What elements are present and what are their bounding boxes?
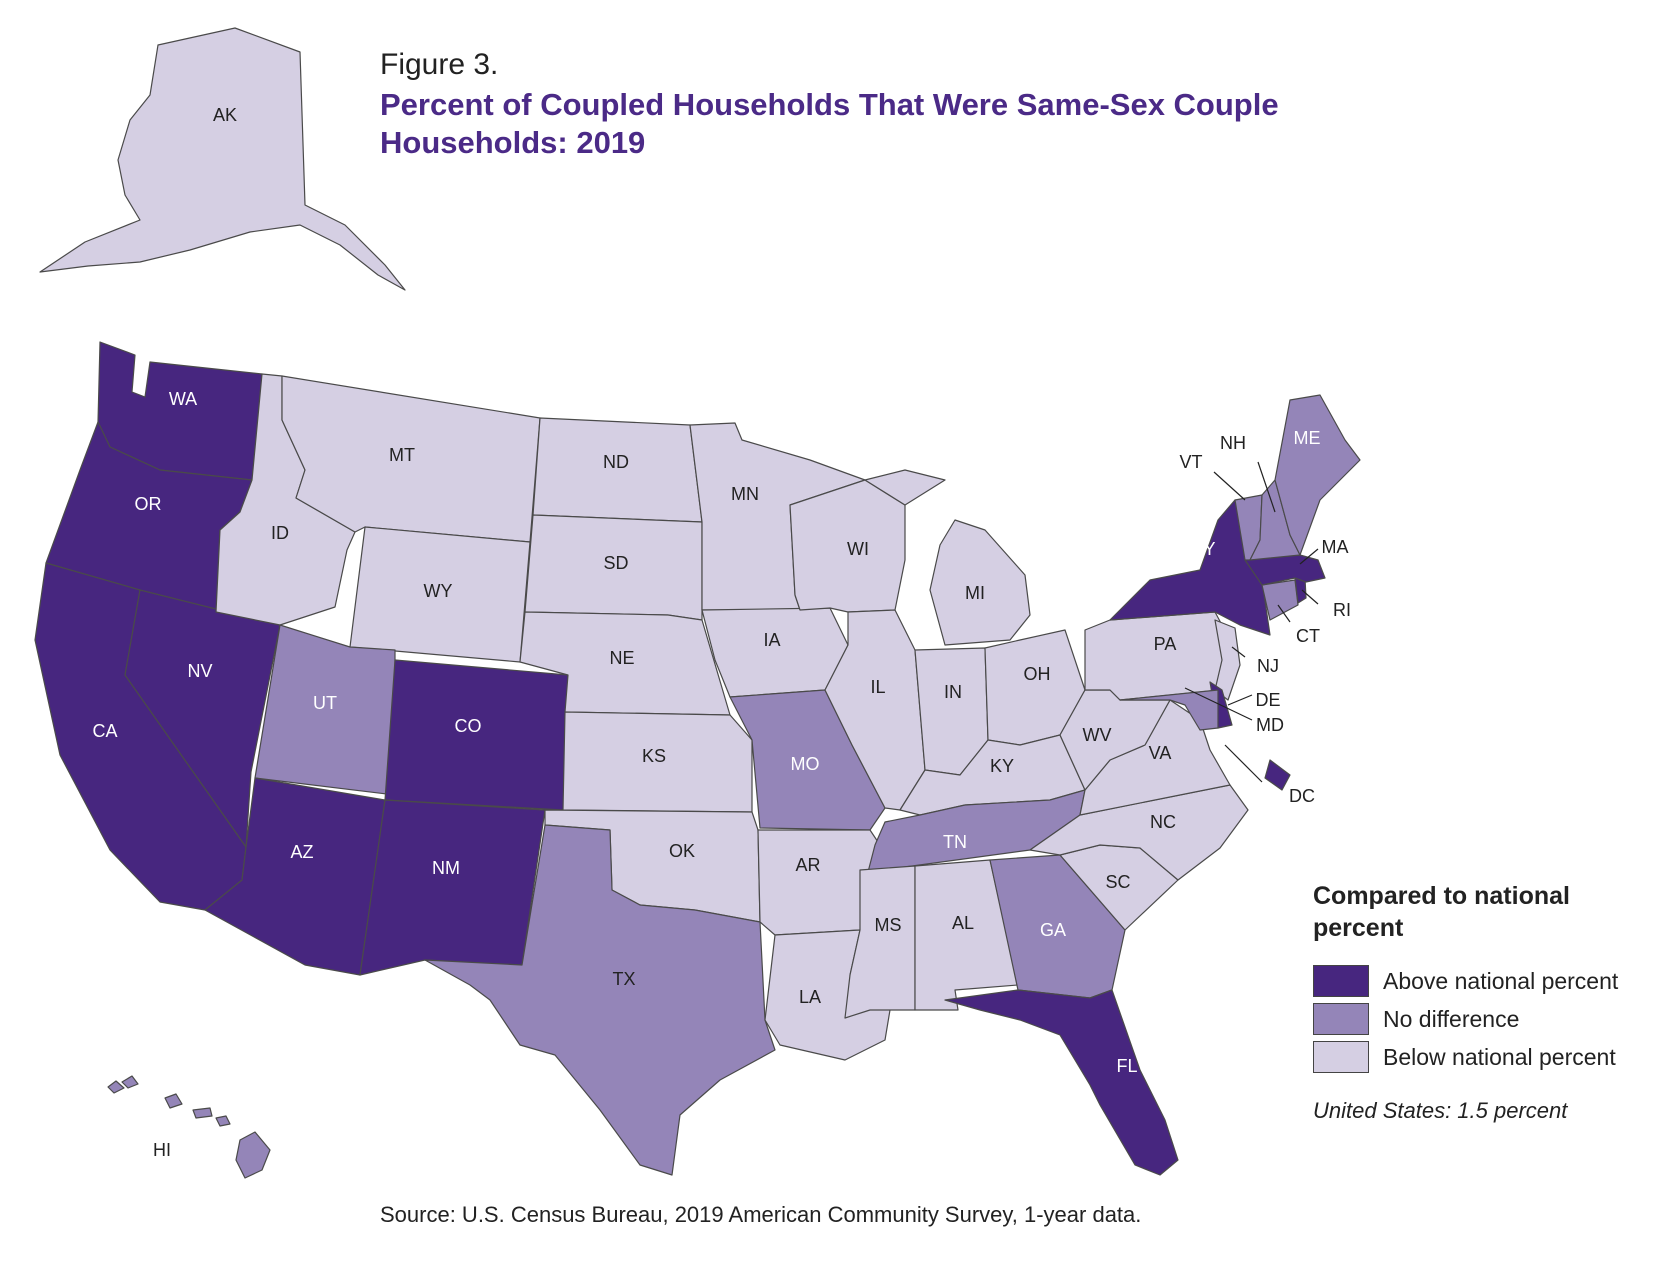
callout-label-VT: VT bbox=[1179, 452, 1202, 472]
state-label-MI: MI bbox=[965, 583, 985, 603]
state-label-CA: CA bbox=[92, 721, 117, 741]
legend-swatch-below bbox=[1313, 1041, 1369, 1073]
state-TX: TX bbox=[424, 824, 776, 1176]
callout-label-RI: RI bbox=[1333, 600, 1351, 620]
state-label-MT: MT bbox=[389, 445, 415, 465]
figure-title: Percent of Coupled Households That Were … bbox=[380, 87, 1279, 160]
callout-label-NH: NH bbox=[1220, 433, 1246, 453]
state-label-AK: AK bbox=[213, 105, 237, 125]
state-label-SD: SD bbox=[603, 553, 628, 573]
state-AK: AK bbox=[39, 27, 406, 291]
state-label-KY: KY bbox=[990, 756, 1014, 776]
state-FL: FL bbox=[944, 989, 1179, 1176]
state-ME: ME bbox=[1274, 394, 1361, 556]
state-label-TX: TX bbox=[612, 969, 635, 989]
state-AR: AR bbox=[757, 829, 881, 936]
state-label-MN: MN bbox=[731, 484, 759, 504]
legend-swatch-no-difference bbox=[1313, 1003, 1369, 1035]
state-label-OK: OK bbox=[669, 841, 695, 861]
state-ND: ND bbox=[532, 417, 703, 523]
state-WY: WY bbox=[349, 526, 531, 663]
state-HI: HI bbox=[107, 1075, 271, 1179]
legend-label-below: Below national percent bbox=[1383, 1043, 1616, 1070]
legend-label-no-difference: No difference bbox=[1383, 1005, 1520, 1032]
callout-label-MD: MD bbox=[1256, 715, 1284, 735]
state-label-GA: GA bbox=[1040, 920, 1066, 940]
state-label-HI: HI bbox=[153, 1140, 171, 1160]
state-label-WI: WI bbox=[847, 539, 869, 559]
choropleth-map: AK HI WA OR CA NV ID MT WY UT bbox=[34, 27, 1361, 1179]
state-label-MS: MS bbox=[875, 915, 902, 935]
legend-label-above: Above national percent bbox=[1383, 967, 1619, 994]
callout-label-DC: DC bbox=[1289, 786, 1315, 806]
state-OK: OK bbox=[544, 809, 761, 923]
state-CO: CO bbox=[384, 659, 569, 811]
state-label-MO: MO bbox=[791, 754, 820, 774]
northeast-callouts: VT NH MA RI CT NJ DE MD DC bbox=[1179, 433, 1351, 806]
state-MI: MI bbox=[864, 469, 1031, 646]
state-label-LA: LA bbox=[799, 987, 821, 1007]
state-IN: IN bbox=[914, 647, 989, 776]
state-label-NY: NY bbox=[1190, 539, 1215, 559]
state-label-ID: ID bbox=[271, 523, 289, 543]
state-label-ND: ND bbox=[603, 452, 629, 472]
map-legend: Compared to national percent Above natio… bbox=[1313, 880, 1653, 1124]
state-label-OR: OR bbox=[135, 494, 162, 514]
state-label-NV: NV bbox=[187, 661, 212, 681]
state-label-OH: OH bbox=[1024, 664, 1051, 684]
state-IA: IA bbox=[701, 607, 849, 698]
state-label-WA: WA bbox=[169, 389, 197, 409]
state-label-NE: NE bbox=[609, 648, 634, 668]
callout-label-CT: CT bbox=[1296, 626, 1320, 646]
state-MD bbox=[1119, 689, 1219, 731]
callout-label-DE: DE bbox=[1255, 690, 1280, 710]
state-label-WY: WY bbox=[424, 581, 453, 601]
state-label-IA: IA bbox=[763, 630, 780, 650]
state-SD: SD bbox=[524, 514, 703, 621]
state-NJ bbox=[1214, 619, 1241, 701]
state-LA: LA bbox=[764, 929, 896, 1061]
legend-note: United States: 1.5 percent bbox=[1313, 1098, 1568, 1123]
state-IL: IL bbox=[824, 609, 926, 811]
state-WA: WA bbox=[97, 341, 263, 481]
state-label-AR: AR bbox=[795, 855, 820, 875]
state-label-KS: KS bbox=[642, 746, 666, 766]
state-label-IL: IL bbox=[870, 677, 885, 697]
legend-title: Compared to national percent bbox=[1313, 882, 1570, 942]
state-MA bbox=[1244, 554, 1326, 586]
state-label-FL: FL bbox=[1116, 1056, 1137, 1076]
state-label-TN: TN bbox=[943, 832, 967, 852]
state-label-AZ: AZ bbox=[290, 842, 313, 862]
state-label-ME: ME bbox=[1294, 428, 1321, 448]
state-DC bbox=[1264, 759, 1291, 791]
legend-item-no-difference: No difference bbox=[1313, 1000, 1653, 1038]
state-MT: MT bbox=[281, 375, 541, 543]
state-PA: PA bbox=[1084, 611, 1231, 701]
state-label-CO: CO bbox=[455, 716, 482, 736]
legend-item-above: Above national percent bbox=[1313, 962, 1653, 1000]
state-label-UT: UT bbox=[313, 693, 337, 713]
state-WI: WI bbox=[789, 479, 906, 613]
state-label-AL: AL bbox=[952, 913, 974, 933]
state-label-PA: PA bbox=[1154, 634, 1177, 654]
state-NM: NM bbox=[359, 799, 546, 976]
state-label-NM: NM bbox=[432, 858, 460, 878]
state-label-NC: NC bbox=[1150, 812, 1176, 832]
source-note: Source: U.S. Census Bureau, 2019 America… bbox=[380, 1202, 1142, 1227]
legend-swatch-above bbox=[1313, 965, 1369, 997]
state-NC: NC bbox=[1029, 784, 1249, 881]
callout-label-NJ: NJ bbox=[1257, 656, 1279, 676]
state-label-VA: VA bbox=[1149, 743, 1172, 763]
state-UT: UT bbox=[254, 624, 396, 796]
state-label-IN: IN bbox=[944, 682, 962, 702]
legend-item-below: Below national percent bbox=[1313, 1038, 1653, 1076]
state-AL: AL bbox=[914, 859, 1019, 1011]
callout-label-MA: MA bbox=[1322, 537, 1349, 557]
state-label-WV: WV bbox=[1083, 725, 1112, 745]
state-label-SC: SC bbox=[1105, 872, 1130, 892]
figure-label: Figure 3. bbox=[380, 48, 499, 81]
state-KS: KS bbox=[562, 711, 753, 813]
state-CT bbox=[1261, 579, 1299, 621]
state-OH: OH bbox=[984, 629, 1086, 746]
